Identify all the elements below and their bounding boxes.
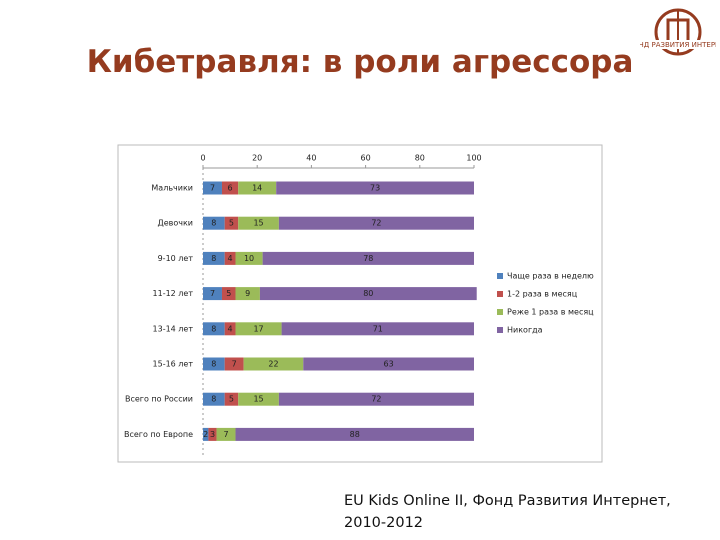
bar-segment [203,392,225,406]
bar-segment [259,287,477,301]
x-tick-label: 80 [415,154,425,163]
bar-segment [235,251,263,265]
data-label: 63 [384,360,394,369]
y-tick-label: 11-12 лет [153,289,194,298]
data-label: 4 [228,254,233,263]
data-label: 7 [210,184,215,193]
bar-segment [224,357,244,371]
data-label: 71 [373,324,383,333]
data-label: 5 [226,289,231,298]
data-label: 8 [211,219,216,228]
bar-segment [243,357,304,371]
source-line: 2010-2012 [344,515,424,531]
x-tick-label: 40 [306,154,316,163]
bar-segment [276,181,474,195]
y-tick-label: Мальчики [151,184,193,193]
bar-segment [203,427,209,441]
legend-label: Чаще раза в неделю [507,272,594,281]
bar-segment [235,287,260,301]
bar-segment [278,392,474,406]
bar-segment [238,216,279,230]
data-label: 5 [229,219,234,228]
bar-segment [235,322,282,336]
x-tick-label: 100 [466,154,481,163]
data-label: 4 [228,324,233,333]
data-label: 78 [363,254,373,263]
legend-label: 1-2 раза в месяц [507,290,578,299]
bar-segment [216,427,236,441]
data-label: 14 [252,184,262,193]
bar-segment [203,181,222,195]
logo-text: ФОНД РАЗВИТИЯ ИНТЕРНЕТ [640,41,716,49]
data-label: 80 [363,289,373,298]
bar-segment [224,392,239,406]
bar-segment [203,216,225,230]
data-label: 10 [244,254,254,263]
bar-segment [281,322,474,336]
bar-segment [303,357,474,371]
data-label: 3 [210,430,215,439]
chart-frame [117,144,603,463]
legend-swatch [497,291,503,297]
data-label: 8 [211,395,216,404]
data-label: 8 [211,254,216,263]
data-label: 17 [253,324,263,333]
logo: ФОНД РАЗВИТИЯ ИНТЕРНЕТ [640,8,716,56]
source: EU Kids Online II, Фонд Развития Интерне… [344,490,671,534]
legend-swatch [497,327,503,333]
legend-swatch [497,309,503,315]
bar-segment [221,287,236,301]
slide-title: Кибетравля: в роли агрессора [86,44,634,80]
data-label: 6 [228,184,233,193]
data-label: 72 [371,219,381,228]
bar-segment [203,287,222,301]
source-line: EU Kids Online II, Фонд Развития Интерне… [344,493,671,509]
data-label: 7 [210,289,215,298]
y-tick-label: Девочки [157,219,193,228]
data-label: 5 [229,395,234,404]
bar-segment [262,251,474,265]
legend-swatch [497,273,503,279]
x-tick-label: 60 [361,154,371,163]
data-label: 2 [203,430,208,439]
data-label: 73 [370,184,380,193]
bar-segment [224,322,236,336]
data-label: 88 [350,430,360,439]
data-label: 15 [253,395,263,404]
data-label: 15 [253,219,263,228]
bar-segment [224,251,236,265]
y-tick-label: Всего по Европе [124,430,193,439]
bar-segment [224,216,239,230]
x-tick-label: 0 [200,154,205,163]
bar-segment [203,251,225,265]
bar-segment [208,427,217,441]
bar-segment [203,322,225,336]
bar-segment [278,216,474,230]
bar-segment [238,392,279,406]
y-tick-label: Всего по России [125,395,193,404]
bar-segment [238,181,277,195]
y-tick-label: 9-10 лет [158,254,194,263]
data-label: 9 [245,289,250,298]
bar-segment [203,357,225,371]
data-label: 8 [211,360,216,369]
bar-segment [235,427,474,441]
data-label: 22 [268,360,278,369]
legend-label: Реже 1 раза в месяц [507,308,594,317]
data-label: 8 [211,324,216,333]
data-label: 7 [232,360,237,369]
y-tick-label: 13-14 лет [153,324,194,333]
bar-segment [221,181,239,195]
data-label: 72 [371,395,381,404]
y-tick-label: 15-16 лет [153,360,194,369]
data-label: 7 [223,430,228,439]
legend-label: Никогда [507,326,543,335]
x-tick-label: 20 [252,154,262,163]
